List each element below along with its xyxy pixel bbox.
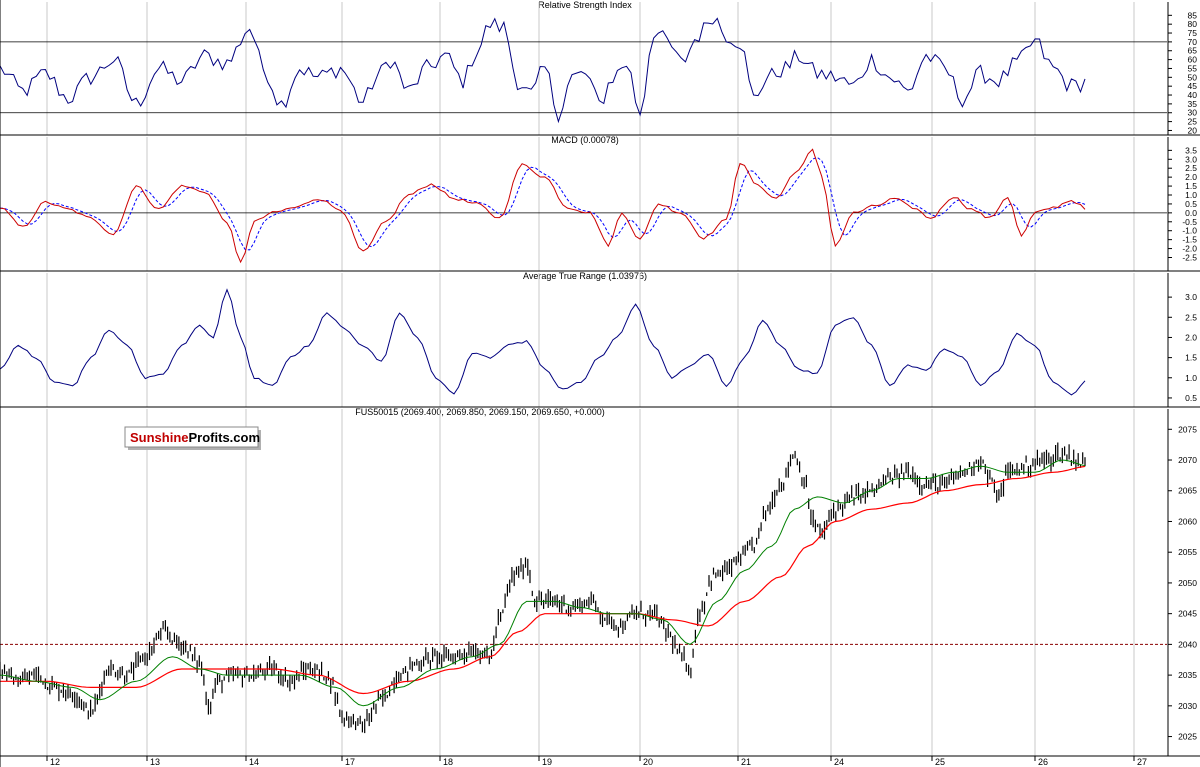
y-tick-label: 2075 — [1178, 424, 1197, 434]
y-tick-label: 45 — [1188, 81, 1198, 91]
y-tick-label: 2050 — [1178, 578, 1197, 588]
y-tick-label: 40 — [1188, 90, 1198, 100]
y-tick-label: 75 — [1188, 28, 1198, 38]
logo-part2: Profits.com — [189, 430, 261, 445]
macd-signal-line — [0, 156, 1086, 251]
logo-box — [124, 426, 259, 448]
y-tick-label: 80 — [1188, 19, 1198, 29]
y-tick-label: 1.5 — [1185, 353, 1197, 363]
macd-panel: MACD (0.00078) -2.5-2.0-1.5-1.0-0.50.00.… — [0, 135, 1197, 271]
atr-line — [0, 288, 1086, 396]
y-tick-label: 35 — [1188, 99, 1198, 109]
y-tick-label: 70 — [1188, 37, 1198, 47]
y-tick-label: -0.5 — [1182, 217, 1197, 227]
date-tick-label: 24 — [834, 757, 844, 767]
price-panel: FUS50015 (2069.400, 2069.850, 2069.150, … — [0, 407, 1197, 756]
y-tick-label: 85 — [1188, 10, 1198, 20]
date-tick-label: 12 — [50, 757, 60, 767]
date-tick-label: 14 — [249, 757, 259, 767]
price-bars — [0, 442, 1086, 734]
y-tick-label: 3.0 — [1185, 154, 1197, 164]
price-title: FUS50015 (2069.400, 2069.850, 2069.150, … — [355, 407, 604, 417]
y-tick-label: -2.0 — [1182, 244, 1197, 254]
date-tick-label: 19 — [542, 757, 552, 767]
y-tick-label: 3.5 — [1185, 145, 1197, 155]
y-tick-label: 25 — [1188, 117, 1198, 127]
date-tick-label: 21 — [741, 757, 751, 767]
y-tick-label: 2065 — [1178, 486, 1197, 496]
sunshine-profits-logo: SunshineProfits.com — [124, 426, 261, 450]
y-tick-label: 2025 — [1178, 732, 1197, 742]
logo-part1: Sunshine — [130, 430, 189, 445]
rsi-line — [0, 17, 1086, 124]
y-tick-label: 2055 — [1178, 547, 1197, 557]
sma-fast-line — [0, 459, 1086, 707]
y-tick-label: 2.5 — [1185, 163, 1197, 173]
logo-text: SunshineProfits.com — [130, 430, 260, 445]
y-tick-label: 30 — [1188, 108, 1198, 118]
y-tick-label: 1.5 — [1185, 181, 1197, 191]
y-tick-label: 65 — [1188, 46, 1198, 56]
rsi-title: Relative Strength Index — [538, 0, 632, 10]
date-axis: 12 13 14 17 18 19 20 21 24 25 26 27 — [46, 756, 1147, 767]
y-tick-label: 60 — [1188, 55, 1198, 65]
date-tick-label: 20 — [643, 757, 653, 767]
date-tick-label: 17 — [345, 757, 355, 767]
rsi-panel: Relative Strength Index 2025303540455055… — [0, 0, 1197, 135]
y-tick-label: 0.5 — [1185, 199, 1197, 209]
y-tick-label: 2035 — [1178, 670, 1197, 680]
y-tick-label: 0.0 — [1185, 208, 1197, 218]
macd-title: MACD (0.00078) — [551, 135, 619, 145]
y-tick-label: 1.0 — [1185, 373, 1197, 383]
macd-line — [0, 148, 1086, 264]
y-tick-label: 2070 — [1178, 455, 1197, 465]
atr-panel: Average True Range (1.03976) 0.5 1.0 1.5 2.… — [0, 271, 1197, 407]
y-tick-label: 50 — [1188, 72, 1198, 82]
y-tick-label: 1.0 — [1185, 190, 1197, 200]
y-tick-label: -1.5 — [1182, 235, 1197, 245]
date-tick-label: 26 — [1038, 757, 1048, 767]
date-tick-label: 18 — [443, 757, 453, 767]
y-tick-label: 55 — [1188, 63, 1198, 73]
atr-title: Average True Range (1.03976) — [523, 271, 647, 281]
y-tick-label: 2045 — [1178, 609, 1197, 619]
y-tick-label: 2030 — [1178, 701, 1197, 711]
sma-slow-line — [0, 465, 1086, 695]
y-tick-label: 3.0 — [1185, 292, 1197, 302]
y-tick-label: 2040 — [1178, 639, 1197, 649]
y-tick-label: 2060 — [1178, 516, 1197, 526]
date-tick-label: 13 — [150, 757, 160, 767]
date-tick-label: 27 — [1137, 757, 1147, 767]
y-tick-label: 20 — [1188, 125, 1198, 135]
y-tick-label: 2.0 — [1185, 172, 1197, 182]
y-tick-label: -2.5 — [1182, 253, 1197, 263]
y-tick-label: 2.0 — [1185, 332, 1197, 342]
y-tick-label: 2.5 — [1185, 312, 1197, 322]
y-tick-label: -1.0 — [1182, 226, 1197, 236]
date-tick-label: 25 — [935, 757, 945, 767]
y-tick-label: 0.5 — [1185, 393, 1197, 403]
